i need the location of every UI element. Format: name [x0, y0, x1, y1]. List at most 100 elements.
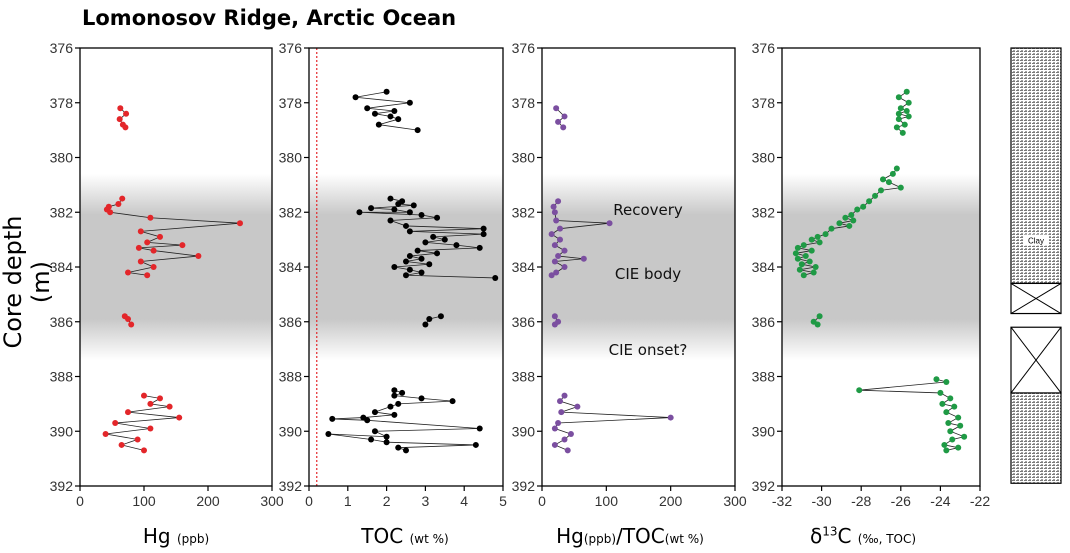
data-point [945, 420, 952, 427]
y-tick-label: 390 [50, 423, 74, 439]
x-tick-label: -26 [891, 493, 911, 509]
data-point [557, 398, 564, 405]
data-point [325, 430, 332, 437]
y-tick-label: 382 [512, 204, 536, 220]
data-point [391, 392, 398, 399]
y-tick-label: 380 [752, 150, 776, 166]
x-tick-label: 100 [595, 493, 619, 509]
data-point [937, 389, 944, 396]
x-axis-label-hg-toc: Hg(ppb)/TOC(wt %) [556, 524, 704, 548]
data-point [943, 409, 950, 416]
x-tick-label: -28 [851, 493, 871, 509]
data-point [903, 88, 910, 95]
data-point [135, 244, 142, 251]
data-point [794, 244, 801, 251]
data-point [387, 403, 394, 410]
data-point [903, 107, 910, 114]
data-point [895, 94, 902, 101]
x-tick-label: 3 [422, 493, 430, 509]
panel-4: 376 378 380 382 384 386 388 390 392-32 -30 -28 -26 -… [752, 40, 991, 509]
x-axis-label-hg: Hg (ppb) [142, 524, 210, 548]
y-tick-label: 382 [279, 204, 303, 220]
data-point [897, 105, 904, 112]
data-point [561, 247, 568, 254]
y-tick-label: 392 [50, 478, 74, 494]
data-point [551, 242, 558, 249]
data-point [422, 239, 429, 246]
data-point [792, 250, 799, 257]
cie-shading-band [80, 173, 980, 361]
data-point [102, 430, 109, 437]
x-tick-label: 0 [305, 493, 313, 509]
data-point [144, 272, 151, 279]
data-point [387, 217, 394, 224]
data-point [472, 441, 479, 448]
data-point [567, 430, 574, 437]
data-point [476, 425, 483, 432]
data-point [128, 321, 135, 328]
data-point [551, 209, 558, 216]
data-point [125, 316, 131, 323]
data-point [555, 253, 562, 260]
data-point [166, 403, 173, 410]
x-tick-label: -22 [970, 493, 990, 509]
x-tick-label: 4 [460, 493, 468, 509]
data-point [551, 425, 558, 432]
y-tick-label: 380 [279, 150, 303, 166]
data-point [951, 403, 958, 410]
data-point [406, 253, 413, 260]
data-point [798, 261, 805, 268]
x-axis-label-d13c: δ13C (‰, TOC) [809, 524, 917, 548]
data-point [836, 220, 843, 227]
x-tick-label: -32 [772, 493, 792, 509]
series-line [859, 378, 966, 451]
data-point [123, 110, 130, 117]
data-point [403, 447, 409, 454]
data-point [794, 255, 801, 262]
y-tick-label: 384 [50, 259, 74, 275]
data-point [387, 195, 394, 202]
lithology-gap-2-cross [1010, 326, 1062, 394]
cie-band-panel-4 [782, 173, 980, 361]
data-point [796, 266, 803, 273]
data-point [866, 198, 873, 205]
data-point [195, 253, 202, 260]
data-point [808, 236, 815, 243]
x-tick-label: 300 [723, 493, 747, 509]
data-point [399, 389, 406, 396]
lithology-column: Clay [1010, 47, 1062, 484]
data-point [800, 272, 807, 279]
data-point [955, 414, 962, 421]
data-point [406, 209, 413, 216]
data-point [426, 261, 433, 268]
data-point [375, 121, 382, 128]
data-point [814, 321, 821, 328]
y-tick-label: 376 [512, 40, 536, 56]
data-point [414, 127, 421, 134]
data-point [410, 202, 417, 209]
y-tick-label: 388 [512, 369, 536, 385]
y-tick-label: 378 [279, 95, 303, 111]
data-point [147, 400, 154, 407]
x-tick-label: 200 [196, 493, 220, 509]
data-point [895, 110, 902, 117]
data-point [905, 99, 912, 106]
y-tick-label: 388 [752, 369, 776, 385]
data-point [558, 409, 565, 416]
data-point [403, 258, 409, 265]
data-point [893, 165, 900, 172]
data-point [122, 124, 129, 131]
data-point [879, 176, 886, 183]
data-point [905, 113, 912, 120]
data-point [371, 428, 378, 435]
data-point [179, 242, 186, 249]
data-point [115, 201, 122, 208]
lithology-gap-1-cross [1010, 282, 1062, 314]
data-point [144, 239, 151, 246]
data-point [893, 124, 900, 131]
data-point [391, 387, 398, 394]
data-point [434, 214, 441, 221]
data-point [391, 411, 398, 418]
